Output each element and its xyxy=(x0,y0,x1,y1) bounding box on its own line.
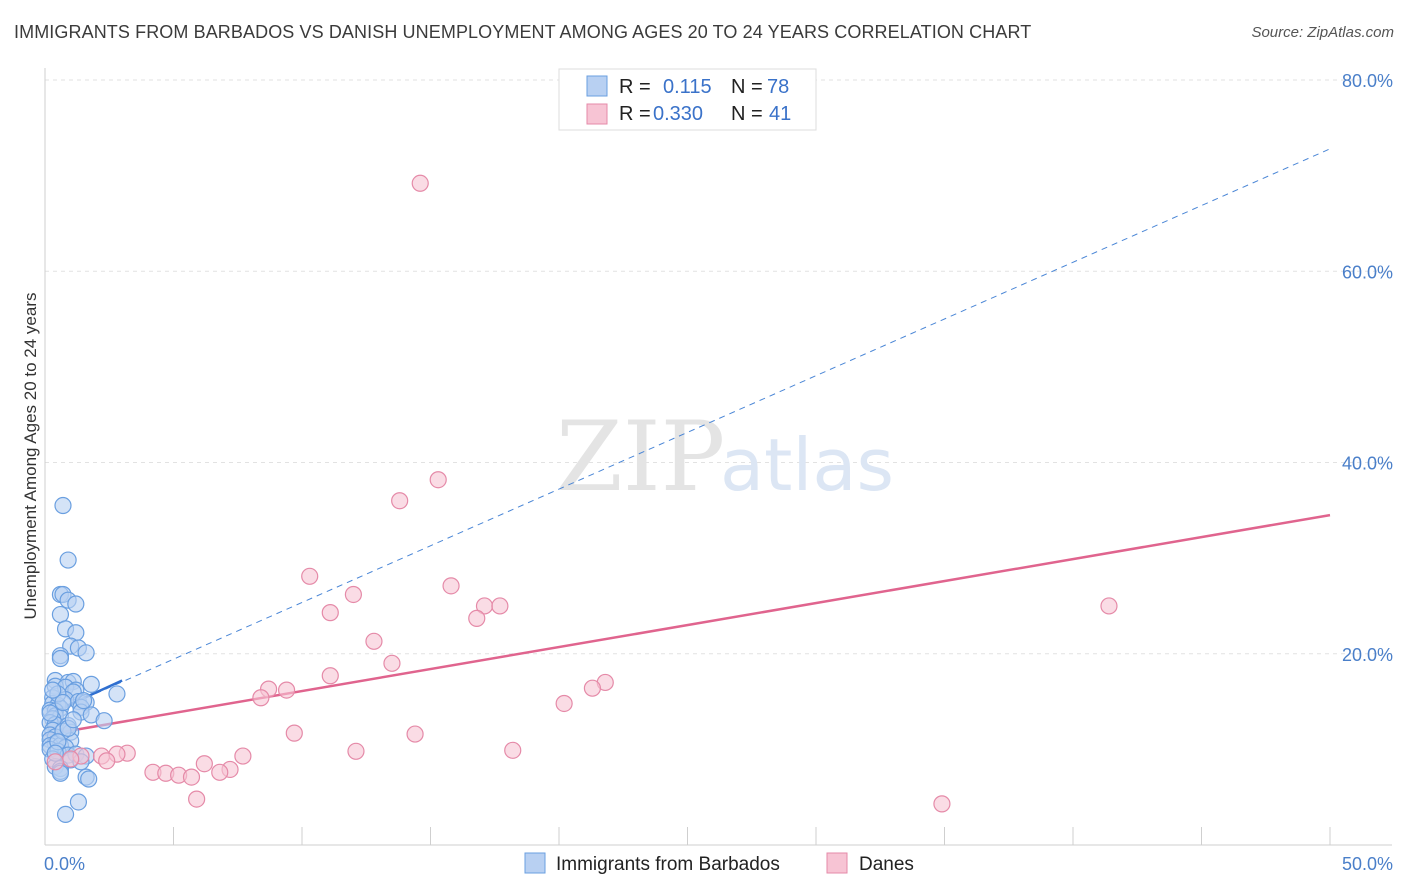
legend-n-label-1: N = xyxy=(731,76,763,98)
point-danes-5 xyxy=(344,585,362,604)
trend-barbados-extension xyxy=(44,148,1331,717)
point-barbados-5 xyxy=(67,595,85,613)
source-label: Source: ZipAtlas.com xyxy=(1251,24,1394,41)
data-points xyxy=(41,174,1118,824)
correlation-legend: R = 0.115 N = 78 R = 0.330 N = 41 xyxy=(558,68,817,131)
point-danes-17 xyxy=(583,679,602,697)
point-danes-28 xyxy=(195,755,213,773)
point-barbados-72 xyxy=(44,681,62,699)
gridlines xyxy=(45,79,1392,655)
series-legend: Immigrants from Barbados Danes xyxy=(524,852,914,875)
point-barbados-0 xyxy=(54,496,72,515)
y-axis-label: Unemployment Among Ages 20 to 24 years xyxy=(21,293,40,620)
point-barbados-65 xyxy=(80,770,98,788)
legend-r-value-2: 0.330 xyxy=(653,103,703,125)
point-danes-8 xyxy=(1100,597,1118,615)
point-danes-20 xyxy=(285,724,303,742)
series-label-danes: Danes xyxy=(859,854,914,875)
point-danes-16 xyxy=(277,681,296,699)
point-barbados-77 xyxy=(54,693,72,712)
point-danes-19 xyxy=(555,694,573,713)
legend-n-value-1: 78 xyxy=(767,76,789,98)
point-barbados-6 xyxy=(51,605,70,624)
x-tick-label-0: 0.0% xyxy=(44,854,85,874)
point-barbados-68 xyxy=(41,704,59,722)
point-danes-34 xyxy=(182,768,201,786)
point-barbados-67 xyxy=(56,805,75,824)
legend-r-label-2: R = xyxy=(619,103,651,125)
x-tick-label-1: 50.0% xyxy=(1342,854,1393,874)
point-barbados-71 xyxy=(74,692,93,710)
y-tick-label-0: 20.0% xyxy=(1342,645,1393,665)
point-danes-7 xyxy=(491,597,509,615)
legend-swatch-barbados xyxy=(586,75,608,97)
point-danes-10 xyxy=(468,609,486,627)
point-danes-2 xyxy=(391,492,409,510)
y-tick-label-1: 40.0% xyxy=(1342,454,1393,474)
point-danes-22 xyxy=(347,742,365,760)
trend-danes xyxy=(44,513,1331,737)
point-danes-9 xyxy=(321,604,339,622)
legend-r-value-1: 0.115 xyxy=(663,76,712,98)
point-danes-12 xyxy=(383,654,401,672)
point-danes-4 xyxy=(442,577,460,595)
point-barbados-38 xyxy=(95,712,113,730)
legend-swatch-danes xyxy=(586,103,608,125)
point-barbados-11 xyxy=(77,644,95,662)
watermark-zip: ZIP xyxy=(556,401,725,513)
point-barbados-75 xyxy=(64,711,82,729)
point-barbados-17 xyxy=(82,675,100,693)
point-danes-3 xyxy=(301,567,319,585)
point-barbados-22 xyxy=(108,685,126,703)
y-tick-label-3: 80.0% xyxy=(1342,71,1393,91)
point-danes-23 xyxy=(504,741,522,759)
watermark-atlas: atlas xyxy=(720,423,894,507)
point-danes-37 xyxy=(62,750,80,768)
point-barbados-1 xyxy=(59,551,77,569)
legend-r-label-1: R = xyxy=(619,76,651,98)
series-label-barbados: Immigrants from Barbados xyxy=(556,854,780,875)
point-danes-11 xyxy=(365,632,383,650)
legend-n-value-2: 41 xyxy=(769,103,791,125)
series-swatch-danes xyxy=(826,852,848,874)
point-danes-38 xyxy=(46,753,64,771)
point-danes-29 xyxy=(98,752,116,770)
chart-title: IMMIGRANTS FROM BARBADOS VS DANISH UNEMP… xyxy=(14,22,1032,42)
point-danes-21 xyxy=(406,725,424,743)
point-danes-13 xyxy=(321,667,339,685)
point-danes-35 xyxy=(211,763,229,781)
point-danes-40 xyxy=(933,795,951,813)
point-barbados-13 xyxy=(51,649,70,668)
point-barbados-66 xyxy=(69,793,88,811)
point-danes-27 xyxy=(234,747,252,765)
tick-labels: 20.0% 40.0% 60.0% 80.0% 0.0% 50.0% xyxy=(44,71,1393,874)
y-tick-label-2: 60.0% xyxy=(1342,262,1393,282)
watermark: ZIP atlas xyxy=(556,401,894,513)
legend-n-label-2: N = xyxy=(731,103,763,125)
point-danes-39 xyxy=(188,790,206,808)
point-danes-0 xyxy=(411,174,429,192)
point-danes-18 xyxy=(252,689,270,707)
series-swatch-barbados xyxy=(524,852,546,874)
point-danes-1 xyxy=(429,471,447,489)
